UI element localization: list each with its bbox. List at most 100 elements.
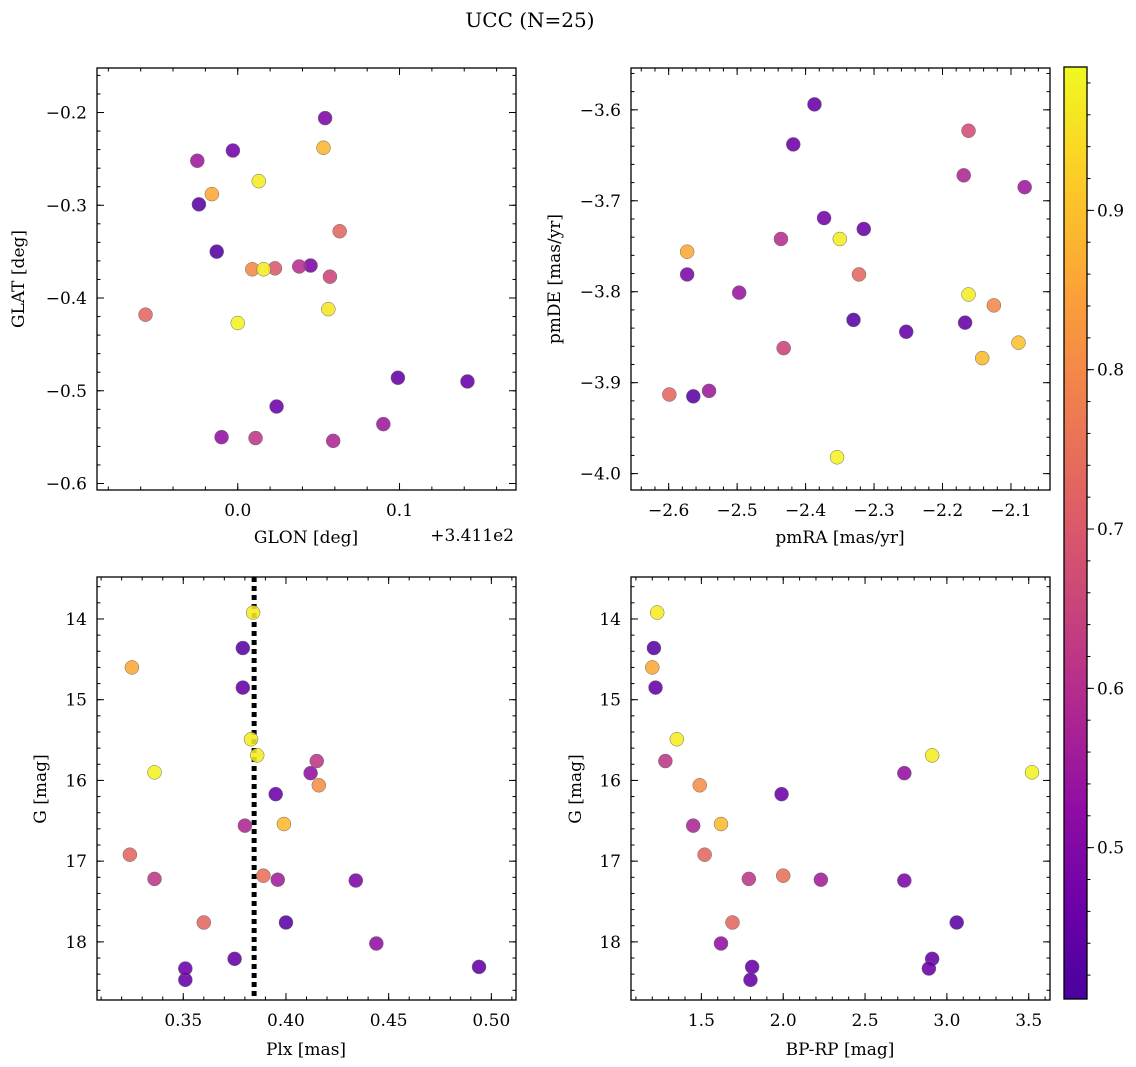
scatter-point bbox=[332, 223, 347, 239]
scatter-point bbox=[957, 315, 973, 330]
axes-frame bbox=[96, 576, 517, 1001]
scatter-point bbox=[369, 936, 384, 951]
scatter-point bbox=[311, 778, 327, 793]
scatter-point bbox=[956, 168, 971, 183]
tick-marks bbox=[631, 68, 1050, 490]
x-tick-label: 2.0 bbox=[770, 1011, 797, 1031]
y-axis-label: G [mag] bbox=[31, 754, 51, 823]
scatter-point bbox=[741, 871, 757, 887]
scatter-point bbox=[949, 915, 964, 930]
scatter-point bbox=[269, 399, 284, 414]
scatter-point bbox=[669, 732, 685, 747]
scatter-point bbox=[829, 450, 845, 465]
scatter-point bbox=[230, 315, 245, 331]
scatter-point bbox=[138, 307, 153, 322]
scatter-point bbox=[235, 680, 251, 695]
scatter-point bbox=[256, 868, 271, 883]
y-tick-label: −4.0 bbox=[580, 465, 621, 485]
scatter-point bbox=[214, 429, 229, 445]
scatter-point bbox=[685, 818, 701, 833]
scatter-point bbox=[1017, 179, 1032, 195]
y-tick-label: −3.9 bbox=[580, 374, 621, 394]
scatter-point bbox=[235, 640, 251, 656]
y-tick-labels: −3.6 −3.7 −3.8 −3.9 −4.0 bbox=[580, 101, 621, 485]
x-tick-label: −2.2 bbox=[922, 501, 963, 521]
scatter-point bbox=[122, 847, 138, 862]
x-tick-labels: 0.0 0.1 bbox=[224, 501, 413, 521]
scatter-point bbox=[270, 872, 285, 887]
scatter-point bbox=[348, 873, 364, 888]
y-tick-label: 18 bbox=[65, 933, 87, 953]
scatter-point bbox=[237, 818, 253, 833]
colorbar-tick-label: 0.5 bbox=[1097, 839, 1124, 859]
y-axis-label: GLAT [deg] bbox=[9, 230, 29, 328]
scatter-point bbox=[662, 387, 677, 402]
scatter-points bbox=[645, 605, 1040, 988]
panel-plx-g: 0.35 0.40 0.45 0.50 14 15 16 17 18 Plx [mas] G … bbox=[31, 576, 517, 1060]
scatter-point bbox=[191, 197, 207, 212]
scatter-point bbox=[774, 786, 789, 802]
scatter-point bbox=[807, 97, 822, 112]
y-tick-label: 18 bbox=[599, 933, 621, 953]
scatter-point bbox=[147, 765, 162, 780]
scatter-point bbox=[190, 153, 205, 168]
x-tick-label: −2.6 bbox=[648, 501, 689, 521]
axes-frame bbox=[630, 67, 1051, 491]
y-tick-labels: −0.2 −0.3 −0.4 −0.5 −0.6 bbox=[46, 104, 87, 495]
scatter-point bbox=[303, 765, 318, 781]
scatter-point bbox=[251, 173, 267, 189]
scatter-point bbox=[209, 244, 224, 259]
scatter-point bbox=[961, 123, 976, 139]
scatter-point bbox=[322, 269, 338, 284]
y-tick-labels: 14 15 16 17 18 bbox=[599, 610, 621, 953]
x-tick-label: 2.5 bbox=[852, 1011, 879, 1031]
scatter-point bbox=[648, 680, 663, 695]
scatter-point bbox=[317, 110, 333, 126]
colorbar-ticks: 0.5 0.6 0.7 0.8 0.9 bbox=[1087, 82, 1124, 976]
scatter-point bbox=[701, 383, 717, 399]
scatter-point bbox=[816, 210, 832, 226]
scatter-point bbox=[325, 433, 341, 449]
scatter-point bbox=[291, 259, 307, 274]
colorbar-tick-label: 0.6 bbox=[1097, 679, 1124, 699]
scatter-point bbox=[898, 324, 914, 339]
y-tick-label: −3.8 bbox=[580, 283, 621, 303]
colorbar-gradient bbox=[1064, 67, 1087, 999]
y-tick-label: 17 bbox=[65, 852, 87, 872]
scatter-point bbox=[744, 959, 760, 975]
scatter-points bbox=[662, 97, 1032, 465]
scatter-point bbox=[921, 961, 937, 976]
x-tick-label: −2.3 bbox=[853, 501, 894, 521]
scatter-point bbox=[775, 868, 791, 883]
scatter-point bbox=[713, 936, 729, 951]
scatter-point bbox=[245, 605, 261, 620]
x-axis-label: BP-RP [mag] bbox=[786, 1040, 895, 1060]
x-tick-labels: −2.6 −2.5 −2.4 −2.3 −2.2 −2.1 bbox=[648, 501, 1032, 521]
x-tick-label: 3.5 bbox=[1015, 1011, 1042, 1031]
panel-proper-motion: −2.6 −2.5 −2.4 −2.3 −2.2 −2.1 −3.6−3.7−3.8−3.… bbox=[545, 67, 1051, 548]
tick-marks bbox=[97, 68, 516, 490]
scatter-points bbox=[122, 605, 487, 988]
colorbar: 0.5 0.6 0.7 0.8 0.9 bbox=[1063, 66, 1124, 1000]
x-tick-label: −2.4 bbox=[785, 501, 826, 521]
colorbar-tick-label: 0.7 bbox=[1097, 520, 1124, 540]
y-tick-label: −0.6 bbox=[46, 475, 87, 495]
scatter-point bbox=[124, 660, 140, 675]
scatter-point bbox=[897, 765, 912, 781]
scatter-point bbox=[986, 298, 1002, 313]
y-axis-label: G [mag] bbox=[566, 754, 586, 823]
scatter-point bbox=[243, 732, 259, 747]
scatter-point bbox=[276, 816, 292, 832]
x-axis-label: pmRA [mas/yr] bbox=[775, 528, 904, 548]
scatter-point bbox=[974, 350, 990, 366]
scatter-point bbox=[376, 416, 391, 432]
colorbar-tick-label: 0.9 bbox=[1097, 201, 1124, 221]
panel-bprp-g: 1.5 2.0 2.5 3.0 3.5 14 15 16 17 18 BP-RP [mag] G… bbox=[566, 576, 1051, 1060]
colorbar-frame bbox=[1063, 66, 1088, 1000]
scatter-point bbox=[686, 389, 701, 404]
y-tick-label: 16 bbox=[65, 771, 87, 791]
y-tick-label: 14 bbox=[65, 610, 87, 630]
y-tick-label: −0.4 bbox=[46, 289, 87, 309]
figure-title: UCC (N=25) bbox=[465, 8, 594, 32]
